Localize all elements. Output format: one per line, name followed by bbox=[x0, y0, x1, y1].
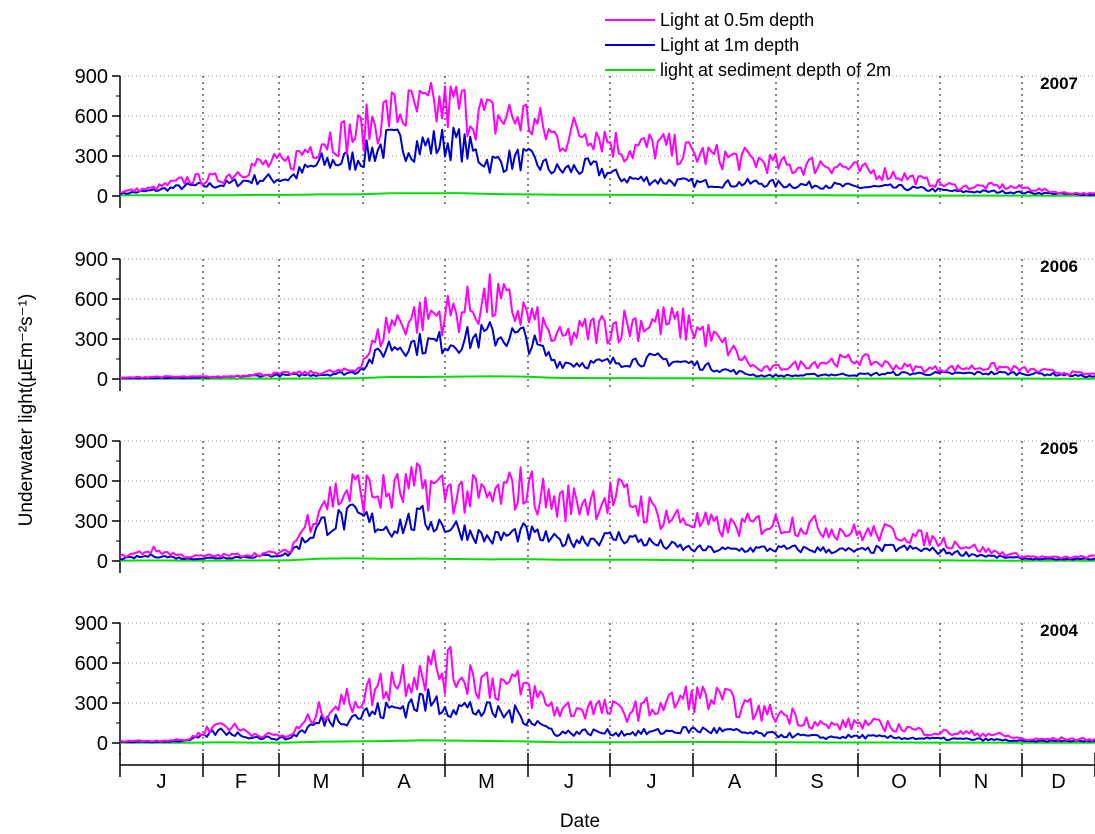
y-tick-label: 900 bbox=[75, 431, 108, 453]
legend-entry-label: Light at 1m depth bbox=[660, 35, 799, 55]
series-line-depth-1m bbox=[120, 503, 1095, 561]
series-line-sediment-2m bbox=[120, 375, 1095, 380]
y-tick-label: 600 bbox=[75, 289, 108, 311]
y-tick-label: 900 bbox=[75, 249, 108, 271]
panel-2006: 0 300 600 900 2006 bbox=[75, 249, 1095, 391]
month-label: A bbox=[728, 771, 742, 793]
month-label: N bbox=[974, 771, 988, 793]
panel-2005: 0 300 600 900 2005 bbox=[75, 431, 1095, 573]
series-line-sediment-2m bbox=[120, 557, 1095, 562]
month-label: J bbox=[157, 771, 167, 793]
month-label: A bbox=[397, 771, 411, 793]
series-line-depth-1m bbox=[120, 321, 1095, 380]
month-label: J bbox=[647, 771, 657, 793]
chart-panels: 0 300 600 900 2007 0 300 600 900 2006 0 300 600 900 20… bbox=[75, 66, 1095, 755]
y-tick-label: 600 bbox=[75, 471, 108, 493]
y-tick-label: 300 bbox=[75, 329, 108, 351]
y-tick-label: 0 bbox=[97, 369, 108, 391]
year-label: 2006 bbox=[1040, 257, 1078, 276]
y-axis-title: Underwater light(µEm⁻²s⁻¹) bbox=[16, 294, 37, 527]
month-label: F bbox=[235, 771, 247, 793]
series-line-depth-0-5m bbox=[119, 462, 1095, 560]
y-tick-label: 900 bbox=[75, 66, 108, 88]
month-label: M bbox=[478, 771, 495, 793]
series-line-depth-0-5m bbox=[119, 81, 1095, 196]
series-line-depth-1m bbox=[120, 688, 1095, 744]
month-label: J bbox=[564, 771, 574, 793]
y-tick-label: 300 bbox=[75, 693, 108, 715]
panel-2004: 0 300 600 900 2004 bbox=[75, 613, 1095, 755]
y-tick-label: 300 bbox=[75, 511, 108, 533]
y-tick-label: 600 bbox=[75, 106, 108, 128]
legend: Light at 0.5m depth Light at 1m depth ligh… bbox=[605, 10, 891, 80]
year-label: 2007 bbox=[1040, 74, 1078, 93]
y-tick-label: 0 bbox=[97, 733, 108, 755]
year-label: 2004 bbox=[1040, 621, 1078, 640]
series-line-sediment-2m bbox=[120, 192, 1095, 197]
y-tick-label: 0 bbox=[97, 551, 108, 573]
series-line-sediment-2m bbox=[120, 739, 1095, 744]
month-label: S bbox=[810, 771, 823, 793]
y-tick-label: 0 bbox=[97, 186, 108, 208]
y-tick-label: 300 bbox=[75, 146, 108, 168]
legend-entry-label: Light at 0.5m depth bbox=[660, 10, 814, 30]
y-tick-label: 900 bbox=[75, 613, 108, 635]
month-label: M bbox=[313, 771, 330, 793]
month-label: D bbox=[1051, 771, 1065, 793]
series-line-depth-0-5m bbox=[119, 273, 1095, 379]
month-label: O bbox=[891, 771, 907, 793]
legend-entry-label: light at sediment depth of 2m bbox=[660, 60, 891, 80]
panel-2007: 0 300 600 900 2007 bbox=[75, 66, 1095, 208]
year-label: 2005 bbox=[1040, 439, 1078, 458]
series-line-depth-0-5m bbox=[119, 646, 1095, 743]
series-line-depth-1m bbox=[119, 126, 1095, 196]
y-tick-label: 600 bbox=[75, 653, 108, 675]
x-axis-title: Date bbox=[560, 811, 600, 832]
